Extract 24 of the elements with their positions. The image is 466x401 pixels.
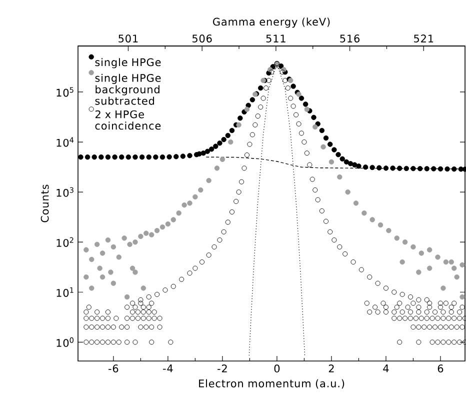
legend-label: single HPGe background subtracted [95, 74, 161, 105]
x2-tick-label: 506 [192, 34, 212, 42]
x-tick-label: 4 [383, 364, 389, 372]
x2-tick-label: 501 [118, 34, 138, 42]
y-tick-label: 10$^{1}$ [56, 287, 74, 297]
y-tick-label: 10$^{0}$ [56, 337, 74, 347]
x2-axis-title: Gamma energy (keV) [213, 18, 330, 28]
x-tick-label: -4 [163, 364, 173, 372]
y-axis-title: Counts [40, 184, 49, 222]
x-axis-title: Electron momentum (a.u.) [199, 379, 344, 389]
x-tick-label: 2 [328, 364, 334, 372]
x-tick-label: 6 [438, 364, 444, 372]
x-tick-label: -6 [108, 364, 118, 372]
legend-label: single HPGe [95, 58, 161, 68]
x2-tick-label: 521 [414, 34, 434, 42]
legend-label: 2 x HPGe coincidence [95, 110, 161, 130]
y-tick-label: 10$^{2}$ [56, 237, 74, 247]
x2-tick-label: 511 [266, 34, 286, 42]
x-tick-label: -2 [218, 364, 227, 372]
y-tick-label: 10$^{5}$ [56, 87, 74, 97]
y-tick-label: 10$^{4}$ [56, 137, 74, 147]
x-tick-label: 0 [274, 364, 280, 372]
x2-tick-label: 516 [340, 34, 360, 42]
y-tick-label: 10$^{3}$ [56, 187, 74, 197]
